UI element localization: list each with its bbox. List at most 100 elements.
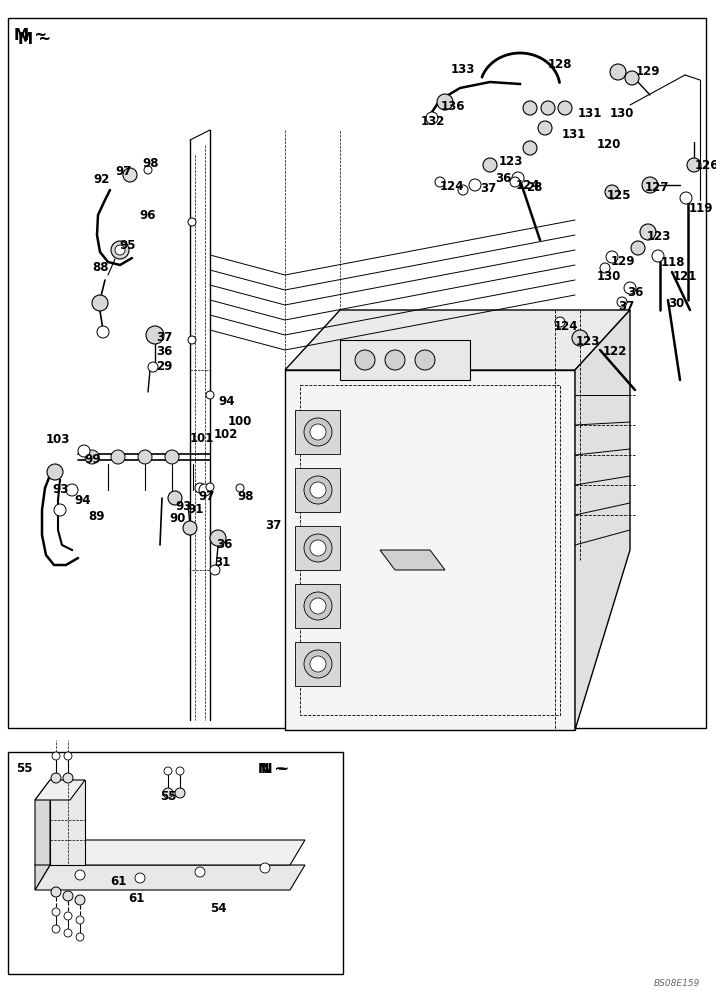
Circle shape xyxy=(572,330,588,346)
Text: 100: 100 xyxy=(228,415,252,428)
Text: BS08E159: BS08E159 xyxy=(654,979,700,988)
Text: 97: 97 xyxy=(198,490,214,503)
Bar xyxy=(8,752,343,974)
Circle shape xyxy=(111,450,125,464)
Circle shape xyxy=(188,218,196,226)
Circle shape xyxy=(304,534,332,562)
Polygon shape xyxy=(295,584,340,628)
Circle shape xyxy=(148,362,158,372)
Polygon shape xyxy=(295,526,340,570)
Circle shape xyxy=(183,521,197,535)
Circle shape xyxy=(51,773,61,783)
Circle shape xyxy=(558,101,572,115)
Text: 54: 54 xyxy=(210,902,226,915)
Circle shape xyxy=(210,530,226,546)
Text: M ~: M ~ xyxy=(14,28,47,43)
Text: 37: 37 xyxy=(156,331,173,344)
Circle shape xyxy=(168,491,182,505)
Circle shape xyxy=(111,241,129,259)
Circle shape xyxy=(47,464,63,480)
Circle shape xyxy=(92,295,108,311)
Circle shape xyxy=(195,867,205,877)
Text: 36: 36 xyxy=(216,538,233,551)
Circle shape xyxy=(176,767,184,775)
Circle shape xyxy=(54,504,66,516)
Text: 127: 127 xyxy=(645,181,669,194)
Text: 61: 61 xyxy=(110,875,127,888)
Text: 123: 123 xyxy=(499,155,523,168)
Text: N ~: N ~ xyxy=(261,762,289,776)
Text: 93: 93 xyxy=(52,483,68,496)
Polygon shape xyxy=(285,310,630,370)
Text: 36: 36 xyxy=(495,172,511,185)
Circle shape xyxy=(163,788,173,798)
Circle shape xyxy=(304,650,332,678)
Text: 55: 55 xyxy=(16,762,32,775)
Text: 92: 92 xyxy=(93,173,110,186)
Text: 133: 133 xyxy=(451,63,475,76)
Text: 125: 125 xyxy=(607,189,632,202)
Circle shape xyxy=(605,185,619,199)
Circle shape xyxy=(640,224,656,240)
Circle shape xyxy=(617,297,627,307)
Text: 89: 89 xyxy=(88,510,105,523)
Text: 36: 36 xyxy=(627,286,644,299)
Text: 103: 103 xyxy=(46,433,70,446)
Circle shape xyxy=(512,172,524,184)
Text: N ~: N ~ xyxy=(258,762,286,776)
Text: 129: 129 xyxy=(611,255,636,268)
Text: 124: 124 xyxy=(554,320,579,333)
Text: 98: 98 xyxy=(237,490,253,503)
Text: 118: 118 xyxy=(661,256,685,269)
Text: 123: 123 xyxy=(576,335,601,348)
Circle shape xyxy=(606,251,618,263)
Text: 37: 37 xyxy=(618,300,634,313)
Text: 121: 121 xyxy=(673,270,697,283)
Circle shape xyxy=(135,873,145,883)
Circle shape xyxy=(310,656,326,672)
Circle shape xyxy=(146,326,164,344)
Circle shape xyxy=(680,192,692,204)
Circle shape xyxy=(600,263,610,273)
Circle shape xyxy=(76,933,84,941)
Polygon shape xyxy=(35,840,50,890)
Text: M ~: M ~ xyxy=(18,32,51,47)
Circle shape xyxy=(75,870,85,880)
Text: 136: 136 xyxy=(441,100,465,113)
Text: 99: 99 xyxy=(84,453,100,466)
Text: 94: 94 xyxy=(74,494,90,507)
Circle shape xyxy=(165,450,179,464)
Circle shape xyxy=(75,895,85,905)
Text: 94: 94 xyxy=(218,395,235,408)
Text: 30: 30 xyxy=(668,297,684,310)
Text: 90: 90 xyxy=(169,512,185,525)
Circle shape xyxy=(415,350,435,370)
Circle shape xyxy=(652,250,664,262)
Text: 119: 119 xyxy=(689,202,714,215)
Circle shape xyxy=(687,158,701,172)
Circle shape xyxy=(85,450,99,464)
Circle shape xyxy=(625,71,639,85)
Text: 37: 37 xyxy=(265,519,281,532)
Circle shape xyxy=(523,101,537,115)
Text: 120: 120 xyxy=(597,138,621,151)
Circle shape xyxy=(310,540,326,556)
Text: 96: 96 xyxy=(139,209,155,222)
Text: 95: 95 xyxy=(119,239,135,252)
Text: 130: 130 xyxy=(610,107,634,120)
Circle shape xyxy=(538,121,552,135)
Circle shape xyxy=(206,391,214,399)
Text: 91: 91 xyxy=(187,503,203,516)
Polygon shape xyxy=(575,310,630,730)
Bar xyxy=(300,385,560,715)
Text: 129: 129 xyxy=(636,65,660,78)
Text: 88: 88 xyxy=(92,261,109,274)
Text: 31: 31 xyxy=(214,556,231,569)
Text: 93: 93 xyxy=(175,500,191,513)
Text: 122: 122 xyxy=(603,345,627,358)
Text: 132: 132 xyxy=(421,115,445,128)
Bar xyxy=(340,340,470,380)
Circle shape xyxy=(97,326,109,338)
Circle shape xyxy=(52,752,60,760)
Circle shape xyxy=(437,94,453,110)
